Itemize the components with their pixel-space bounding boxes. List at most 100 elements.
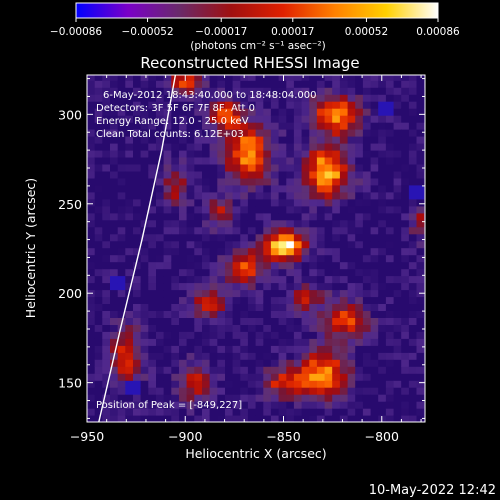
heatmap-cell	[171, 149, 180, 158]
heatmap-cell	[332, 101, 341, 109]
heatmap-cell	[194, 268, 203, 277]
heatmap-cell	[117, 275, 126, 284]
heatmap-cell	[362, 108, 372, 116]
heatmap-cell	[87, 394, 96, 402]
heatmap-cell	[332, 247, 341, 256]
heatmap-cell	[408, 129, 418, 137]
heatmap-cell	[125, 373, 134, 381]
heatmap-cell	[370, 324, 379, 332]
heatmap-cell	[225, 261, 234, 270]
heatmap-cell	[133, 408, 142, 416]
heatmap-cell	[255, 212, 264, 221]
heatmap-cell	[225, 198, 234, 207]
heatmap-cell	[286, 205, 295, 214]
heatmap-cell	[270, 240, 280, 249]
heatmap-cell	[385, 191, 395, 200]
heatmap-cell	[278, 198, 287, 207]
heatmap-cell	[102, 373, 111, 381]
heatmap-cell	[163, 366, 172, 374]
heatmap-cell	[194, 359, 203, 367]
heatmap-cell	[156, 156, 165, 165]
heatmap-cell	[339, 415, 349, 422]
heatmap-cell	[247, 143, 257, 151]
heatmap-cell	[148, 373, 157, 381]
heatmap-cell	[163, 254, 172, 263]
heatmap-cell	[309, 296, 318, 304]
heatmap-cell	[225, 240, 234, 249]
heatmap-cell	[378, 345, 387, 353]
heatmap-cell	[133, 226, 142, 235]
heatmap-cell	[179, 352, 188, 360]
heatmap-cell	[255, 331, 264, 339]
heatmap-cell	[217, 387, 226, 395]
heatmap-cell	[163, 170, 172, 179]
heatmap-cell	[401, 366, 410, 374]
heatmap-cell	[133, 149, 142, 158]
heatmap-cell	[293, 338, 303, 346]
heatmap-cell	[408, 205, 418, 214]
heatmap-cell	[278, 352, 287, 360]
heatmap-cell	[194, 136, 203, 144]
heatmap-cell	[102, 198, 111, 207]
heatmap-cell	[133, 219, 142, 228]
heatmap-cell	[202, 247, 211, 256]
heatmap-cell	[94, 240, 103, 249]
heatmap-cell	[186, 163, 195, 172]
heatmap-cell	[194, 198, 203, 207]
heatmap-cell	[186, 212, 195, 221]
heatmap-cell	[125, 129, 134, 137]
heatmap-cell	[225, 108, 234, 116]
heatmap-cell	[186, 240, 195, 249]
heatmap-cell	[87, 254, 96, 263]
heatmap-cell	[202, 338, 211, 346]
heatmap-cell	[355, 401, 364, 409]
heatmap-cell	[370, 380, 379, 388]
heatmap-cell	[202, 366, 211, 374]
heatmap-cell	[240, 177, 249, 186]
heatmap-cell	[163, 219, 172, 228]
heatmap-cell	[370, 129, 379, 137]
heatmap-cell	[163, 303, 172, 311]
heatmap-cell	[102, 282, 111, 291]
heatmap-cell	[270, 359, 280, 367]
heatmap-cell	[156, 303, 165, 311]
heatmap-cell	[416, 143, 425, 151]
heatmap-cell	[370, 184, 379, 193]
heatmap-cell	[293, 289, 303, 298]
heatmap-cell	[171, 254, 180, 263]
heatmap-cell	[247, 345, 257, 353]
heatmap-cell	[401, 387, 410, 395]
heatmap-cell	[324, 317, 333, 325]
heatmap-cell	[355, 156, 364, 165]
heatmap-cell	[278, 80, 287, 88]
heatmap-cell	[140, 366, 149, 374]
heatmap-cell	[332, 115, 341, 123]
heatmap-cell	[393, 352, 402, 360]
y-tick-label: 150	[58, 376, 82, 391]
heatmap-cell	[171, 108, 180, 116]
heatmap-cell	[194, 75, 203, 81]
heatmap-cell	[378, 87, 387, 95]
heatmap-cell	[171, 317, 180, 325]
heatmap-cell	[316, 317, 326, 325]
heatmap-cell	[301, 115, 310, 123]
heatmap-cell	[355, 226, 364, 235]
heatmap-cell	[339, 101, 349, 109]
heatmap-cell	[163, 184, 172, 193]
heatmap-cell	[255, 94, 264, 102]
heatmap-cell	[370, 247, 379, 256]
heatmap-cell	[401, 198, 410, 207]
heatmap-cell	[156, 317, 165, 325]
heatmap-cell	[125, 136, 134, 144]
heatmap-cell	[125, 122, 134, 130]
heatmap-cell	[309, 149, 318, 158]
heatmap-cell	[362, 408, 372, 416]
heatmap-cell	[263, 408, 272, 416]
heatmap-cell	[401, 289, 410, 298]
heatmap-cell	[408, 240, 418, 249]
heatmap-cell	[240, 254, 249, 263]
heatmap-cell	[125, 317, 134, 325]
heatmap-cell	[270, 226, 280, 235]
heatmap-cell	[393, 247, 402, 256]
